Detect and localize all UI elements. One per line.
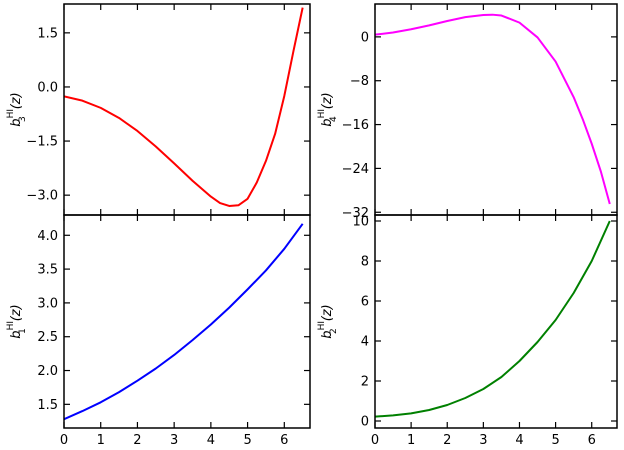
series-line-b3 <box>64 7 304 207</box>
y-tick-label: −3.0 <box>26 189 58 204</box>
y-tick-label: 0 <box>361 30 369 45</box>
y-tick-label: 6 <box>361 295 369 310</box>
y-axis-label-sup: HI <box>317 109 327 118</box>
x-tick-label: 2 <box>443 433 451 448</box>
y-tick-label: −8 <box>350 74 369 89</box>
y-tick-label: 4.0 <box>37 229 58 244</box>
x-tick-label: 0 <box>371 433 379 448</box>
y-tick-label: 8 <box>361 255 369 270</box>
y-axis-label-b1: bHI1 (z) <box>6 304 28 338</box>
y-tick-label: −24 <box>342 162 369 177</box>
y-axis-label-b4: bHI4 (z) <box>317 92 339 126</box>
y-tick-label: 4 <box>361 335 369 350</box>
y-axis-label-sup: HI <box>6 109 16 118</box>
y-axis-label-sub: 4 <box>329 116 339 122</box>
y-axis-label-sup: HI <box>317 321 327 330</box>
x-tick-label: 0 <box>60 433 68 448</box>
series-line-b1 <box>64 223 304 421</box>
y-axis-label-base: b <box>320 330 335 338</box>
x-tick-label: 3 <box>479 433 487 448</box>
y-axis-label-base: b <box>9 330 24 338</box>
y-tick-label: 1.5 <box>37 26 58 41</box>
series-line-b4 <box>375 13 611 205</box>
y-axis-label-base: b <box>320 118 335 126</box>
axes-frame-b2 <box>374 214 618 429</box>
x-tick-label: 6 <box>588 433 596 448</box>
x-tick-label: 2 <box>133 433 141 448</box>
y-tick-label: 1.5 <box>37 398 58 413</box>
x-tick-label: 4 <box>515 433 523 448</box>
y-axis-label-base: b <box>9 118 24 126</box>
y-tick-label: 10 <box>352 215 369 230</box>
y-axis-label-arg: (z) <box>320 304 335 321</box>
y-axis-label-arg: (z) <box>9 92 24 109</box>
x-tick-label: 4 <box>207 433 215 448</box>
y-tick-label: 3.5 <box>37 263 58 278</box>
y-axis-label-b3: bHI3 (z) <box>6 92 28 126</box>
x-tick-label: 5 <box>243 433 251 448</box>
y-tick-label: −1.5 <box>26 135 58 150</box>
y-axis-label-sup: HI <box>6 321 16 330</box>
y-axis-label-sub: 1 <box>18 328 28 334</box>
y-axis-label-sub: 3 <box>18 116 28 122</box>
x-tick-label: 1 <box>407 433 415 448</box>
x-tick-label: 5 <box>551 433 559 448</box>
y-axis-label-arg: (z) <box>320 92 335 109</box>
x-tick-label: 6 <box>280 433 288 448</box>
x-tick-label: 1 <box>97 433 105 448</box>
y-tick-label: 2 <box>361 375 369 390</box>
axes-frame-b1 <box>63 214 311 429</box>
y-tick-label: 3.0 <box>37 296 58 311</box>
y-tick-label: 0 <box>361 415 369 430</box>
y-tick-label: 0.0 <box>37 80 58 95</box>
y-tick-label: 2.5 <box>37 330 58 345</box>
y-axis-label-sub: 2 <box>329 328 339 334</box>
x-tick-label: 3 <box>170 433 178 448</box>
y-tick-label: −16 <box>342 118 369 133</box>
series-line-b2 <box>375 220 611 418</box>
y-tick-label: −32 <box>342 206 369 221</box>
y-tick-label: 2.0 <box>37 364 58 379</box>
y-axis-label-b2: bHI2 (z) <box>317 304 339 338</box>
panel-b3: 1.5 0.0 −1.5 −3.0 bHI3 (z) <box>6 3 311 216</box>
y-axis-label-arg: (z) <box>9 304 24 321</box>
